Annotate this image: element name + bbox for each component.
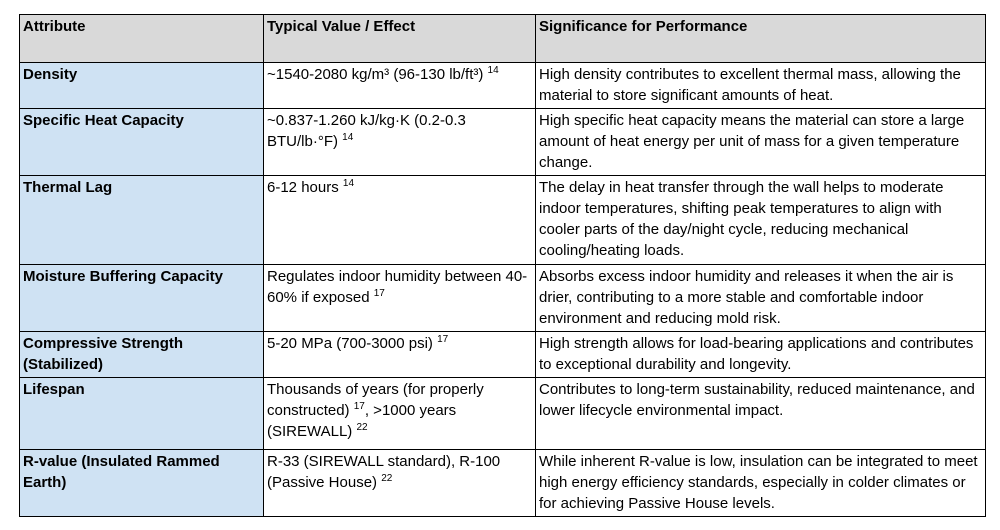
material-properties-table: Attribute Typical Value / Effect Signifi… — [19, 14, 986, 517]
value-cell: ~0.837-1.260 kJ/kg·K (0.2-0.3 BTU/lb·°F)… — [263, 108, 536, 176]
citation-superscript: 17 — [373, 288, 385, 299]
attribute-cell: Specific Heat Capacity — [19, 108, 264, 176]
attribute-cell: Density — [19, 62, 264, 109]
value-cell: 6-12 hours 14 — [263, 175, 536, 265]
value-cell: R-33 (SIREWALL standard), R-100 (Passive… — [263, 449, 536, 517]
citation-superscript: 17 — [437, 334, 449, 345]
value-text: Thousands of years (for properly constru… — [267, 381, 484, 419]
table-row-r-value: R-value (Insulated Rammed Earth) R-33 (S… — [19, 449, 986, 517]
significance-cell: The delay in heat transfer through the w… — [535, 175, 986, 265]
citation-superscript: 14 — [487, 65, 499, 76]
value-cell: ~1540-2080 kg/m³ (96-130 lb/ft³) 14 — [263, 62, 536, 109]
value-text: 5-20 MPa (700-3000 psi) — [267, 335, 438, 352]
significance-cell: High density contributes to excellent th… — [535, 62, 986, 109]
attribute-cell: Compressive Strength (Stabilized) — [19, 331, 264, 378]
significance-cell: Contributes to long-term sustainability,… — [535, 377, 986, 450]
significance-cell: While inherent R-value is low, insulatio… — [535, 449, 986, 517]
significance-cell: High specific heat capacity means the ma… — [535, 108, 986, 176]
attribute-cell: Lifespan — [19, 377, 264, 450]
value-text: ~1540-2080 kg/m³ (96-130 lb/ft³) — [267, 66, 488, 83]
table-row-lifespan: Lifespan Thousands of years (for properl… — [19, 377, 986, 450]
header-typical-value: Typical Value / Effect — [263, 14, 536, 63]
header-attribute: Attribute — [19, 14, 264, 63]
header-row: Attribute Typical Value / Effect Signifi… — [19, 14, 986, 63]
value-text: , >1000 years (SIREWALL) — [267, 402, 457, 440]
attribute-cell: R-value (Insulated Rammed Earth) — [19, 449, 264, 517]
attribute-cell: Moisture Buffering Capacity — [19, 264, 264, 332]
table-row-thermal-lag: Thermal Lag 6-12 hours 14 The delay in h… — [19, 175, 986, 265]
value-text: 6-12 hours — [267, 179, 343, 196]
citation-superscript: 14 — [342, 132, 354, 143]
value-text: ~0.837-1.260 kJ/kg·K (0.2-0.3 BTU/lb·°F) — [267, 112, 466, 150]
attribute-cell: Thermal Lag — [19, 175, 264, 265]
value-text: Regulates indoor humidity between 40-60%… — [267, 268, 528, 306]
table-row-specific-heat: Specific Heat Capacity ~0.837-1.260 kJ/k… — [19, 108, 986, 176]
header-significance: Significance for Performance — [535, 14, 986, 63]
value-cell: Thousands of years (for properly constru… — [263, 377, 536, 450]
table-row-density: Density ~1540-2080 kg/m³ (96-130 lb/ft³)… — [19, 62, 986, 109]
citation-superscript: 22 — [381, 473, 393, 484]
value-cell: Regulates indoor humidity between 40-60%… — [263, 264, 536, 332]
table-row-compressive-strength: Compressive Strength (Stabilized) 5-20 M… — [19, 331, 986, 378]
significance-cell: High strength allows for load-bearing ap… — [535, 331, 986, 378]
citation-superscript: 22 — [356, 422, 368, 433]
citation-superscript: 14 — [342, 178, 355, 189]
value-cell: 5-20 MPa (700-3000 psi) 17 — [263, 331, 536, 378]
table-row-moisture-buffering: Moisture Buffering Capacity Regulates in… — [19, 264, 986, 332]
significance-cell: Absorbs excess indoor humidity and relea… — [535, 264, 986, 332]
value-text: R-33 (SIREWALL standard), R-100 (Passive… — [267, 453, 501, 491]
citation-superscript: 17 — [353, 401, 365, 412]
